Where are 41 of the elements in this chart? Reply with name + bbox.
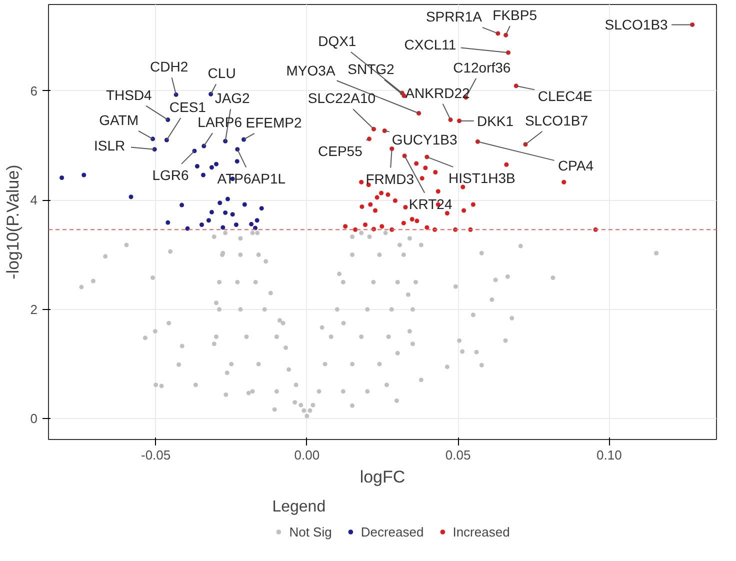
annotation: FKBP5 [492,7,538,24]
y-tick-label: 2 [30,302,38,317]
x-tick-label: -0.05 [140,448,171,462]
annotation: CES1 [169,99,206,116]
annotation: MYO3A [286,62,336,78]
annotation: ISLR [94,137,126,154]
annotation: GUCY1B3 [392,132,458,148]
legend-title: Legend [272,498,327,516]
annotation: KRT24 [408,196,452,212]
y-tick-label: 6 [30,83,38,98]
annotation: ATP6AP1L [217,170,286,186]
annotation: CLEC4E [538,88,592,104]
annotation: DKK1 [476,112,514,129]
annotation: HIST1H3B [448,170,516,186]
annotation: CXCL11 [404,36,456,53]
x-tick-label: 0.10 [596,448,622,462]
annotation: EFEMP2 [246,114,302,130]
annotation: SLCO1B7 [524,112,588,128]
y-tick-label: 4 [30,192,38,208]
legend-label: Increased [452,524,510,539]
annotation: JAG2 [214,90,250,106]
annotation: CPA4 [558,158,594,174]
annotation: DQX1 [318,33,356,50]
x-tick-label: 0.00 [294,448,320,462]
annotation: CEP55 [318,142,363,159]
y-axis-title: -log10(P.Value) [3,164,22,280]
legend-label: Decreased [360,524,424,539]
annotation: THSD4 [106,86,152,103]
legend-label: Not Sig [289,524,332,539]
annotation: SLCO1B3 [604,16,668,33]
y-tick-label: 0 [30,411,38,426]
annotation: CDH2 [150,58,188,75]
annotation: CLU [208,65,236,82]
x-tick-label: 0.05 [445,448,471,462]
annotation: FRMD3 [366,170,414,187]
annotation: GATM [99,112,138,128]
annotation: C12orf36 [453,59,511,76]
annotation: SLC22A10 [308,90,376,106]
x-axis-title: logFC [360,468,406,486]
annotation: LGR6 [152,166,189,183]
annotation: SPRR1A [426,8,483,24]
